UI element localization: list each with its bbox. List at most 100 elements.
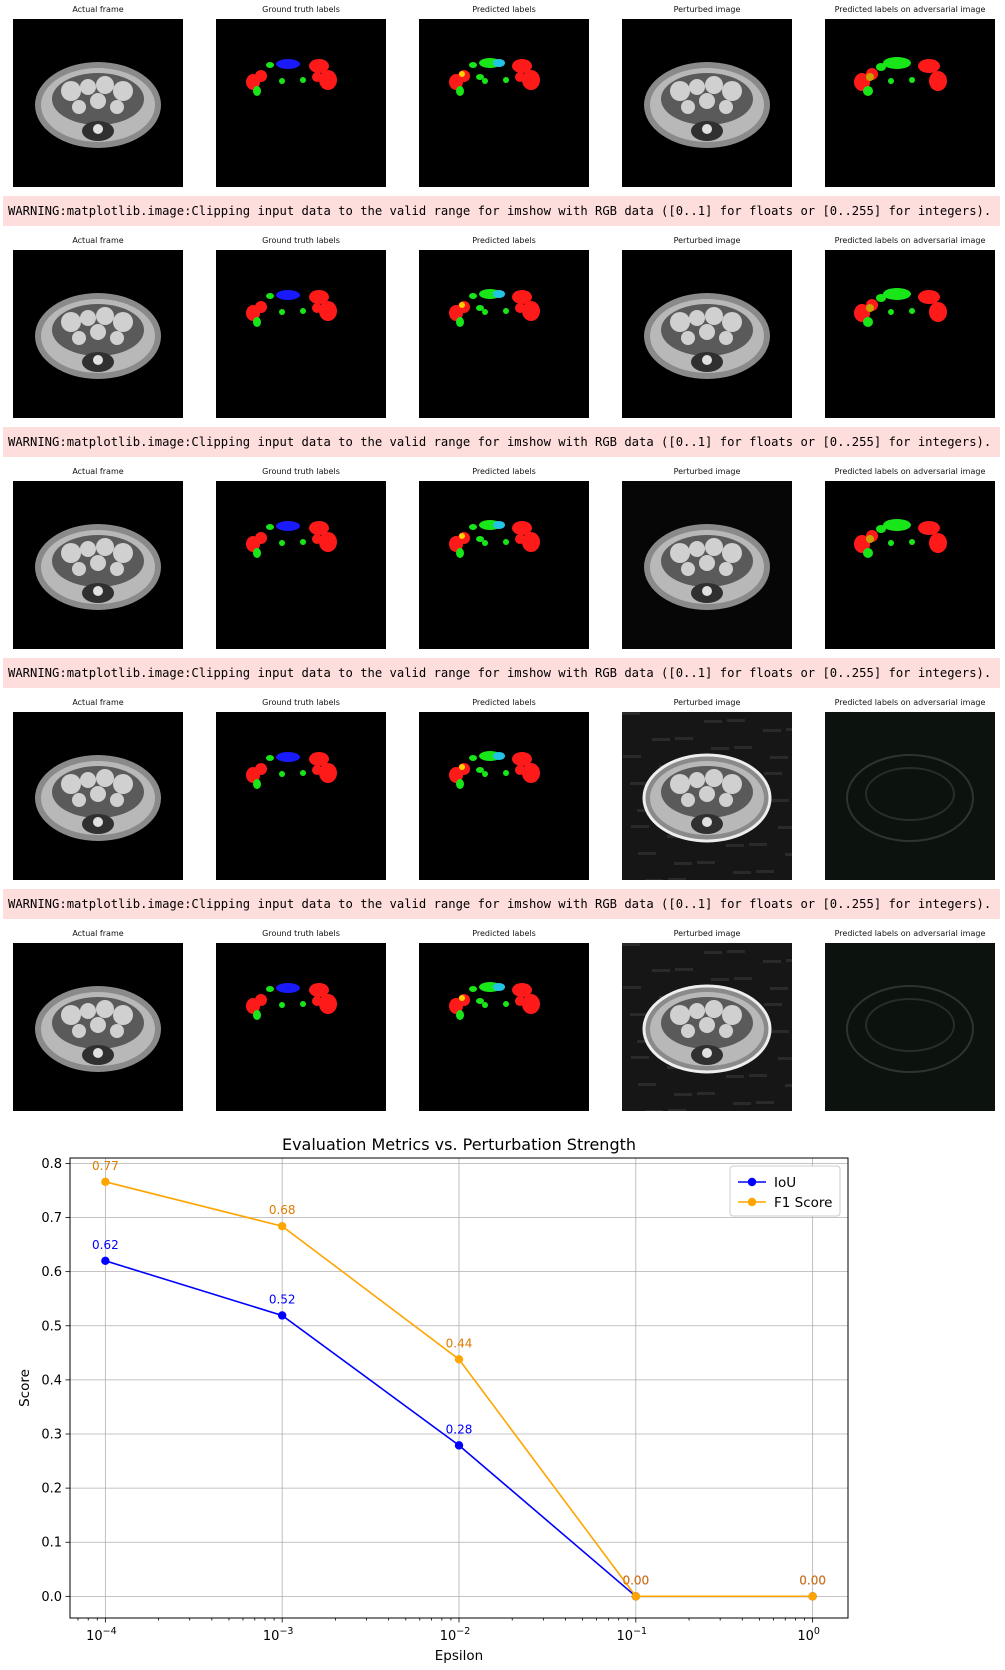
panel-title: Predicted labels xyxy=(472,698,536,707)
legend-box xyxy=(729,1165,841,1217)
chart-title: Evaluation Metrics vs. Perturbation Stre… xyxy=(282,1135,636,1154)
actual-frame-image xyxy=(13,943,183,1111)
x-tick-label: 10−3 xyxy=(263,1626,294,1644)
panel-title: Actual frame xyxy=(72,929,124,938)
data-label: 0.52 xyxy=(269,1292,296,1306)
panel-title: Actual frame xyxy=(72,467,124,476)
panel-title: Perturbed image xyxy=(673,698,741,707)
panel-title: Perturbed image xyxy=(673,5,741,14)
metrics-chart-svg: 10−4 10−3 10−2 10−1 100 0.0 0.1 0.2 0.3 0.4 0.5 0.6… xyxy=(17,1135,849,1664)
perturbed-image-panel: Perturbed image xyxy=(622,231,792,418)
x-axis-label: Epsilon xyxy=(435,1648,483,1664)
predicted-labels-panel: Predicted labels xyxy=(419,462,589,649)
panel-title: Predicted labels xyxy=(472,929,536,938)
predicted-labels-panel: Predicted labels xyxy=(419,0,589,187)
perturbed-image-image xyxy=(622,481,792,649)
perturbed-image-panel: Perturbed image xyxy=(622,693,792,880)
panel-title: Ground truth labels xyxy=(262,698,340,707)
image-row: Actual frame Ground truth labels Predicted… xyxy=(0,231,1005,418)
legend-label: IoU xyxy=(774,1175,796,1191)
data-label: 0.00 xyxy=(622,1573,649,1587)
panel-title: Predicted labels xyxy=(472,236,536,245)
data-point xyxy=(101,1256,110,1266)
predicted-labels-panel: Predicted labels xyxy=(419,693,589,880)
adversarial-prediction-panel: Predicted labels on adversarial image xyxy=(825,231,995,418)
ground-truth-labels-panel: Ground truth labels xyxy=(216,924,386,1111)
perturbed-image-panel: Perturbed image xyxy=(622,924,792,1111)
panel-title: Perturbed image xyxy=(673,236,741,245)
image-row: Actual frame Ground truth labels Predicted… xyxy=(0,693,1005,880)
legend-marker xyxy=(747,1197,757,1207)
actual-frame-panel: Actual frame xyxy=(13,231,183,418)
data-label: 0.00 xyxy=(799,1573,826,1587)
panel-title: Predicted labels xyxy=(472,5,536,14)
x-tick-label: 100 xyxy=(797,1626,820,1644)
data-point xyxy=(631,1592,641,1601)
ground-truth-labels-panel: Ground truth labels xyxy=(216,231,386,418)
predicted-labels-image xyxy=(419,19,589,187)
actual-frame-image xyxy=(13,712,183,880)
warning-message: WARNING:matplotlib.image:Clipping input … xyxy=(3,427,1000,457)
y-axis-label: Score xyxy=(17,1369,33,1407)
panel-title: Actual frame xyxy=(72,236,124,245)
image-row: Actual frame Ground truth labels Predicted… xyxy=(0,462,1005,649)
warning-message: WARNING:matplotlib.image:Clipping input … xyxy=(3,196,1000,226)
adversarial-prediction-image xyxy=(825,712,995,880)
data-label: 0.77 xyxy=(92,1159,119,1173)
data-label: 0.28 xyxy=(446,1422,473,1436)
y-tick-label: 0.7 xyxy=(41,1211,62,1226)
panel-title: Predicted labels xyxy=(472,467,536,476)
adversarial-prediction-panel: Predicted labels on adversarial image xyxy=(825,693,995,880)
perturbed-image-panel: Perturbed image xyxy=(622,462,792,649)
predicted-labels-image xyxy=(419,943,589,1111)
actual-frame-image xyxy=(13,19,183,187)
actual-frame-panel: Actual frame xyxy=(13,0,183,187)
panel-title: Perturbed image xyxy=(673,467,741,476)
data-point xyxy=(277,1311,287,1320)
perturbed-image-panel: Perturbed image xyxy=(622,0,792,187)
panel-title: Actual frame xyxy=(72,698,124,707)
ground-truth-labels-image xyxy=(216,712,386,880)
data-label: 0.62 xyxy=(92,1238,119,1252)
panel-title: Ground truth labels xyxy=(262,467,340,476)
ground-truth-labels-image xyxy=(216,481,386,649)
panel-title: Perturbed image xyxy=(673,929,741,938)
predicted-labels-image xyxy=(419,712,589,880)
x-tick-label: 10−1 xyxy=(617,1626,648,1644)
data-point xyxy=(454,1355,464,1364)
y-tick-label: 0.1 xyxy=(41,1536,62,1551)
data-label: 0.68 xyxy=(269,1203,296,1217)
data-label: 0.44 xyxy=(446,1336,473,1350)
perturbed-image-image xyxy=(622,19,792,187)
image-row: Actual frame Ground truth labels Predicted… xyxy=(0,924,1005,1111)
warning-message: WARNING:matplotlib.image:Clipping input … xyxy=(3,889,1000,919)
panel-title: Predicted labels on adversarial image xyxy=(834,5,986,14)
warning-message: WARNING:matplotlib.image:Clipping input … xyxy=(3,658,1000,688)
adversarial-prediction-image xyxy=(825,250,995,418)
panel-title: Ground truth labels xyxy=(262,236,340,245)
y-tick-label: 0.5 xyxy=(41,1319,62,1334)
adversarial-prediction-image xyxy=(825,481,995,649)
data-point xyxy=(454,1441,464,1450)
x-tick-label: 10−2 xyxy=(440,1626,471,1644)
panel-title: Ground truth labels xyxy=(262,929,340,938)
perturbed-image-image xyxy=(622,250,792,418)
data-point xyxy=(277,1221,287,1231)
perturbed-image-image xyxy=(622,943,792,1111)
data-label: 0.00 xyxy=(622,1573,649,1587)
data-label: 0.00 xyxy=(799,1573,826,1587)
y-tick-label: 0.6 xyxy=(41,1265,62,1280)
adversarial-prediction-panel: Predicted labels on adversarial image xyxy=(825,0,995,187)
adversarial-prediction-image xyxy=(825,943,995,1111)
image-row: Actual frame Ground truth labels Predicted… xyxy=(0,0,1005,187)
actual-frame-panel: Actual frame xyxy=(13,462,183,649)
adversarial-prediction-image xyxy=(825,19,995,187)
x-tick-label: 10−4 xyxy=(86,1626,117,1644)
actual-frame-image xyxy=(13,481,183,649)
panel-title: Actual frame xyxy=(72,5,124,14)
y-tick-label: 0.8 xyxy=(41,1157,62,1172)
perturbed-image-image xyxy=(622,712,792,880)
ground-truth-labels-image xyxy=(216,19,386,187)
predicted-labels-image xyxy=(419,481,589,649)
ground-truth-labels-image xyxy=(216,943,386,1111)
